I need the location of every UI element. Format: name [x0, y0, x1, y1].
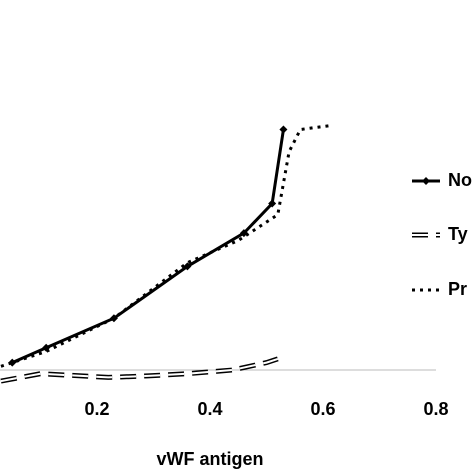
series-line	[11, 129, 285, 364]
legend-label: No	[448, 170, 472, 190]
legend-marker	[422, 177, 430, 185]
marker	[279, 125, 288, 134]
x-tick-label: 0.4	[197, 399, 222, 419]
x-tick-label: 0.2	[84, 399, 109, 419]
x-tick-label: 0.6	[310, 399, 335, 419]
series-line-inner	[0, 357, 279, 383]
legend-label: Ty	[448, 224, 468, 244]
marker	[268, 199, 277, 208]
x-axis-label: vWF antigen	[157, 449, 264, 469]
marker	[183, 262, 192, 271]
legend-label: Pr	[448, 279, 467, 299]
series-line	[0, 124, 329, 368]
x-tick-label: 0.8	[423, 399, 448, 419]
